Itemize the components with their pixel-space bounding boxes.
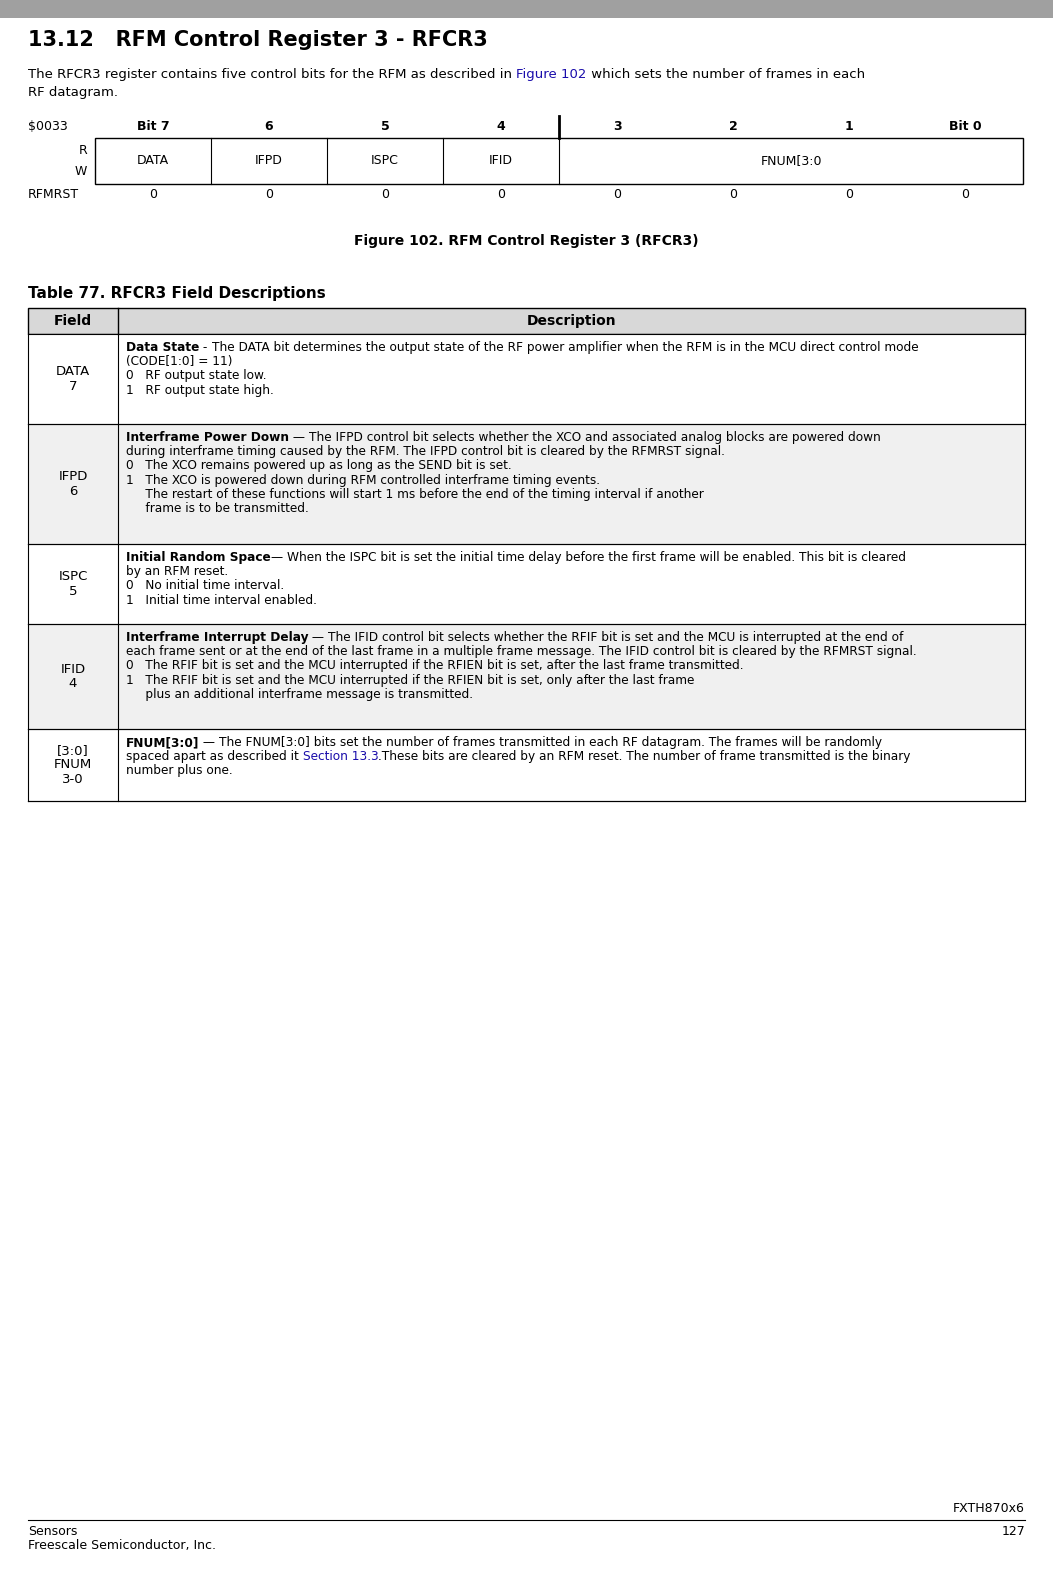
Text: Interframe Power Down: Interframe Power Down [126, 431, 289, 443]
Text: frame is to be transmitted.: frame is to be transmitted. [126, 501, 309, 516]
Text: each frame sent or at the end of the last frame in a multiple frame message. The: each frame sent or at the end of the las… [126, 645, 916, 659]
Text: 5: 5 [68, 585, 77, 597]
Text: 3-0: 3-0 [62, 773, 84, 786]
Text: Table 77. RFCR3 Field Descriptions: Table 77. RFCR3 Field Descriptions [28, 286, 325, 300]
Text: 0   The RFIF bit is set and the MCU interrupted if the RFIEN bit is set, after t: 0 The RFIF bit is set and the MCU interr… [126, 659, 743, 673]
Text: 0   No initial time interval.: 0 No initial time interval. [126, 580, 284, 593]
Text: .These bits are cleared by an RFM reset. The number of frame transmitted is the : .These bits are cleared by an RFM reset.… [378, 750, 911, 762]
Text: Sensors: Sensors [28, 1525, 77, 1537]
Text: DATA: DATA [56, 365, 91, 379]
Text: 0: 0 [845, 189, 853, 201]
Text: which sets the number of frames in each: which sets the number of frames in each [587, 68, 865, 82]
Text: FNUM[3:0]: FNUM[3:0] [126, 736, 199, 748]
Text: 1   The XCO is powered down during RFM controlled interframe timing events.: 1 The XCO is powered down during RFM con… [126, 473, 600, 487]
Text: Bit 0: Bit 0 [949, 121, 981, 134]
Text: IFPD: IFPD [255, 154, 283, 168]
Text: The restart of these functions will start 1 ms before the end of the timing inte: The restart of these functions will star… [126, 487, 703, 501]
Text: 7: 7 [68, 379, 77, 393]
Text: RFMRST: RFMRST [28, 189, 79, 201]
Text: 1: 1 [845, 121, 853, 134]
Bar [28, 544, 1025, 624]
Text: RF datagram.: RF datagram. [28, 86, 118, 99]
Text: 1   RF output state high.: 1 RF output state high. [126, 384, 274, 396]
Text: 0: 0 [729, 189, 737, 201]
Text: during interframe timing caused by the RFM. The IFPD control bit is cleared by t: during interframe timing caused by the R… [126, 445, 724, 457]
Text: Figure 102: Figure 102 [516, 68, 587, 82]
Bar [28, 333, 1025, 424]
Text: —: — [199, 736, 219, 748]
Text: The FNUM[3:0] bits set the number of frames transmitted in each RF datagram. The: The FNUM[3:0] bits set the number of fra… [219, 736, 882, 748]
Text: 0: 0 [961, 189, 969, 201]
Text: number plus one.: number plus one. [126, 764, 233, 778]
Text: DATA: DATA [137, 154, 170, 168]
Text: 1   The RFIF bit is set and the MCU interrupted if the RFIEN bit is set, only af: 1 The RFIF bit is set and the MCU interr… [126, 673, 694, 687]
Text: The DATA bit determines the output state of the RF power amplifier when the RFM : The DATA bit determines the output state… [212, 341, 918, 354]
Text: 13.12   RFM Control Register 3 - RFCR3: 13.12 RFM Control Register 3 - RFCR3 [28, 30, 488, 50]
Text: Initial Random Space: Initial Random Space [126, 552, 271, 564]
Text: —: — [289, 431, 309, 443]
Text: W: W [75, 165, 87, 178]
Text: IFID: IFID [60, 663, 85, 676]
Text: Field: Field [54, 314, 92, 329]
Text: 0: 0 [497, 189, 505, 201]
Text: ISPC: ISPC [371, 154, 399, 168]
Text: 0: 0 [265, 189, 273, 201]
Text: When the ISPC bit is set the initial time delay before the first frame will be e: When the ISPC bit is set the initial tim… [286, 552, 906, 564]
Bar [0, 0, 1053, 17]
Text: 3: 3 [613, 121, 621, 134]
Text: Data State: Data State [126, 341, 199, 354]
Text: The RFCR3 register contains five control bits for the RFM as described in: The RFCR3 register contains five control… [28, 68, 516, 82]
Text: spaced apart as described it: spaced apart as described it [126, 750, 302, 762]
Text: FNUM: FNUM [54, 759, 92, 772]
Text: Interframe Interrupt Delay: Interframe Interrupt Delay [126, 630, 309, 645]
Bar [28, 729, 1025, 802]
Text: 0: 0 [150, 189, 157, 201]
Text: 1   Initial time interval enabled.: 1 Initial time interval enabled. [126, 594, 317, 607]
Text: 0   The XCO remains powered up as long as the SEND bit is set.: 0 The XCO remains powered up as long as … [126, 459, 512, 473]
Bar [28, 424, 1025, 544]
Text: 4: 4 [68, 678, 77, 690]
Text: 0: 0 [381, 189, 389, 201]
Text: FXTH870x6: FXTH870x6 [953, 1501, 1025, 1515]
Text: $0033: $0033 [28, 121, 67, 134]
Text: —: — [271, 552, 286, 564]
Text: Figure 102. RFM Control Register 3 (RFCR3): Figure 102. RFM Control Register 3 (RFCR… [354, 234, 699, 248]
Text: plus an additional interframe message is transmitted.: plus an additional interframe message is… [126, 689, 473, 701]
Text: (CODE[1:0] = 11): (CODE[1:0] = 11) [126, 355, 233, 368]
Text: —: — [309, 630, 329, 645]
Text: 127: 127 [1001, 1525, 1025, 1537]
Bar [28, 624, 1025, 729]
Text: 6: 6 [68, 484, 77, 498]
Text: R: R [78, 145, 87, 157]
Bar [28, 308, 1025, 333]
Text: Freescale Semiconductor, Inc.: Freescale Semiconductor, Inc. [28, 1539, 216, 1552]
Text: Section 13.3: Section 13.3 [302, 750, 378, 762]
Text: -: - [199, 341, 212, 354]
Text: FNUM[3:0: FNUM[3:0 [760, 154, 821, 168]
Bar [95, 138, 1024, 184]
Text: Bit 7: Bit 7 [137, 121, 170, 134]
Text: IFID: IFID [489, 154, 513, 168]
Text: The IFPD control bit selects whether the XCO and associated analog blocks are po: The IFPD control bit selects whether the… [309, 431, 880, 443]
Text: 0   RF output state low.: 0 RF output state low. [126, 369, 266, 382]
Text: Description: Description [526, 314, 616, 329]
Text: IFPD: IFPD [58, 470, 87, 484]
Text: by an RFM reset.: by an RFM reset. [126, 566, 229, 578]
Text: 2: 2 [729, 121, 737, 134]
Text: 0: 0 [613, 189, 621, 201]
Text: [3:0]: [3:0] [57, 744, 88, 758]
Text: The IFID control bit selects whether the RFIF bit is set and the MCU is interrup: The IFID control bit selects whether the… [329, 630, 903, 645]
Text: 4: 4 [497, 121, 505, 134]
Text: 5: 5 [380, 121, 390, 134]
Text: ISPC: ISPC [58, 571, 87, 583]
Text: 6: 6 [264, 121, 274, 134]
